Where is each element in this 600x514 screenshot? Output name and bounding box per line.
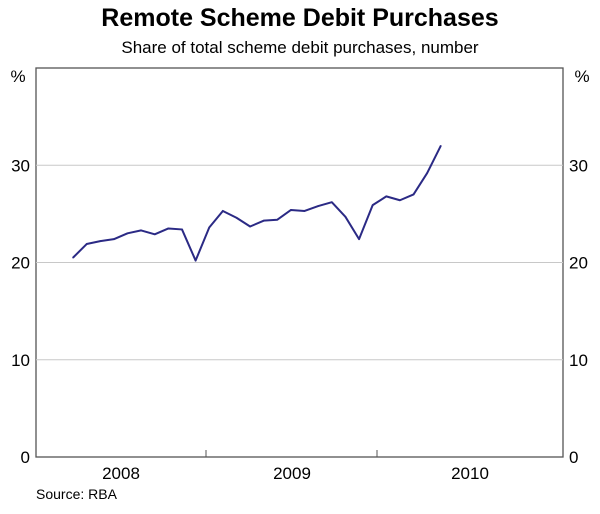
y-tick-label-left: 10 [11,351,30,370]
data-point [439,145,442,147]
y-tick-label-right: 20 [569,254,588,273]
data-point [426,172,428,174]
data-point [181,228,183,231]
x-tick-label-2008: 2008 [102,464,140,483]
data-point [126,232,129,235]
x-tick-label-2009: 2009 [273,464,311,483]
data-point [412,193,415,196]
data-point [385,195,388,198]
y-tick-label-left: 20 [11,254,30,273]
y-axis-unit-right: % [574,67,589,86]
data-point [153,233,156,236]
chart-title: Remote Scheme Debit Purchases [101,4,499,32]
source-note: Source: RBA [36,486,117,502]
y-axis-unit-left: % [10,67,25,86]
data-point [222,210,224,212]
data-point [99,240,102,242]
data-point [344,215,347,218]
data-point [303,210,306,212]
data-point [371,204,374,206]
x-tick-label-2010: 2010 [451,464,489,483]
data-point [276,218,279,221]
data-point [140,229,142,232]
data-point [331,201,333,204]
y-tick-label-right: 10 [569,351,588,370]
y-tick-label-right: 30 [569,156,588,175]
data-point [262,219,265,222]
series-line [72,145,442,262]
data-point [249,225,251,228]
data-point [85,243,88,245]
data-point [194,259,197,262]
data-point [167,227,170,230]
chart-subtitle: Share of total scheme debit purchases, n… [121,38,479,57]
y-tick-label-right: 0 [569,448,578,467]
data-point [317,205,320,207]
y-tick-label-left: 0 [21,448,30,467]
data-point [72,256,74,259]
data-point [208,226,211,229]
y-tick-label-left: 30 [11,156,30,175]
data-point [235,216,238,219]
data-point [358,238,360,240]
data-point [399,199,401,202]
data-point [290,209,292,211]
data-point [113,238,115,240]
